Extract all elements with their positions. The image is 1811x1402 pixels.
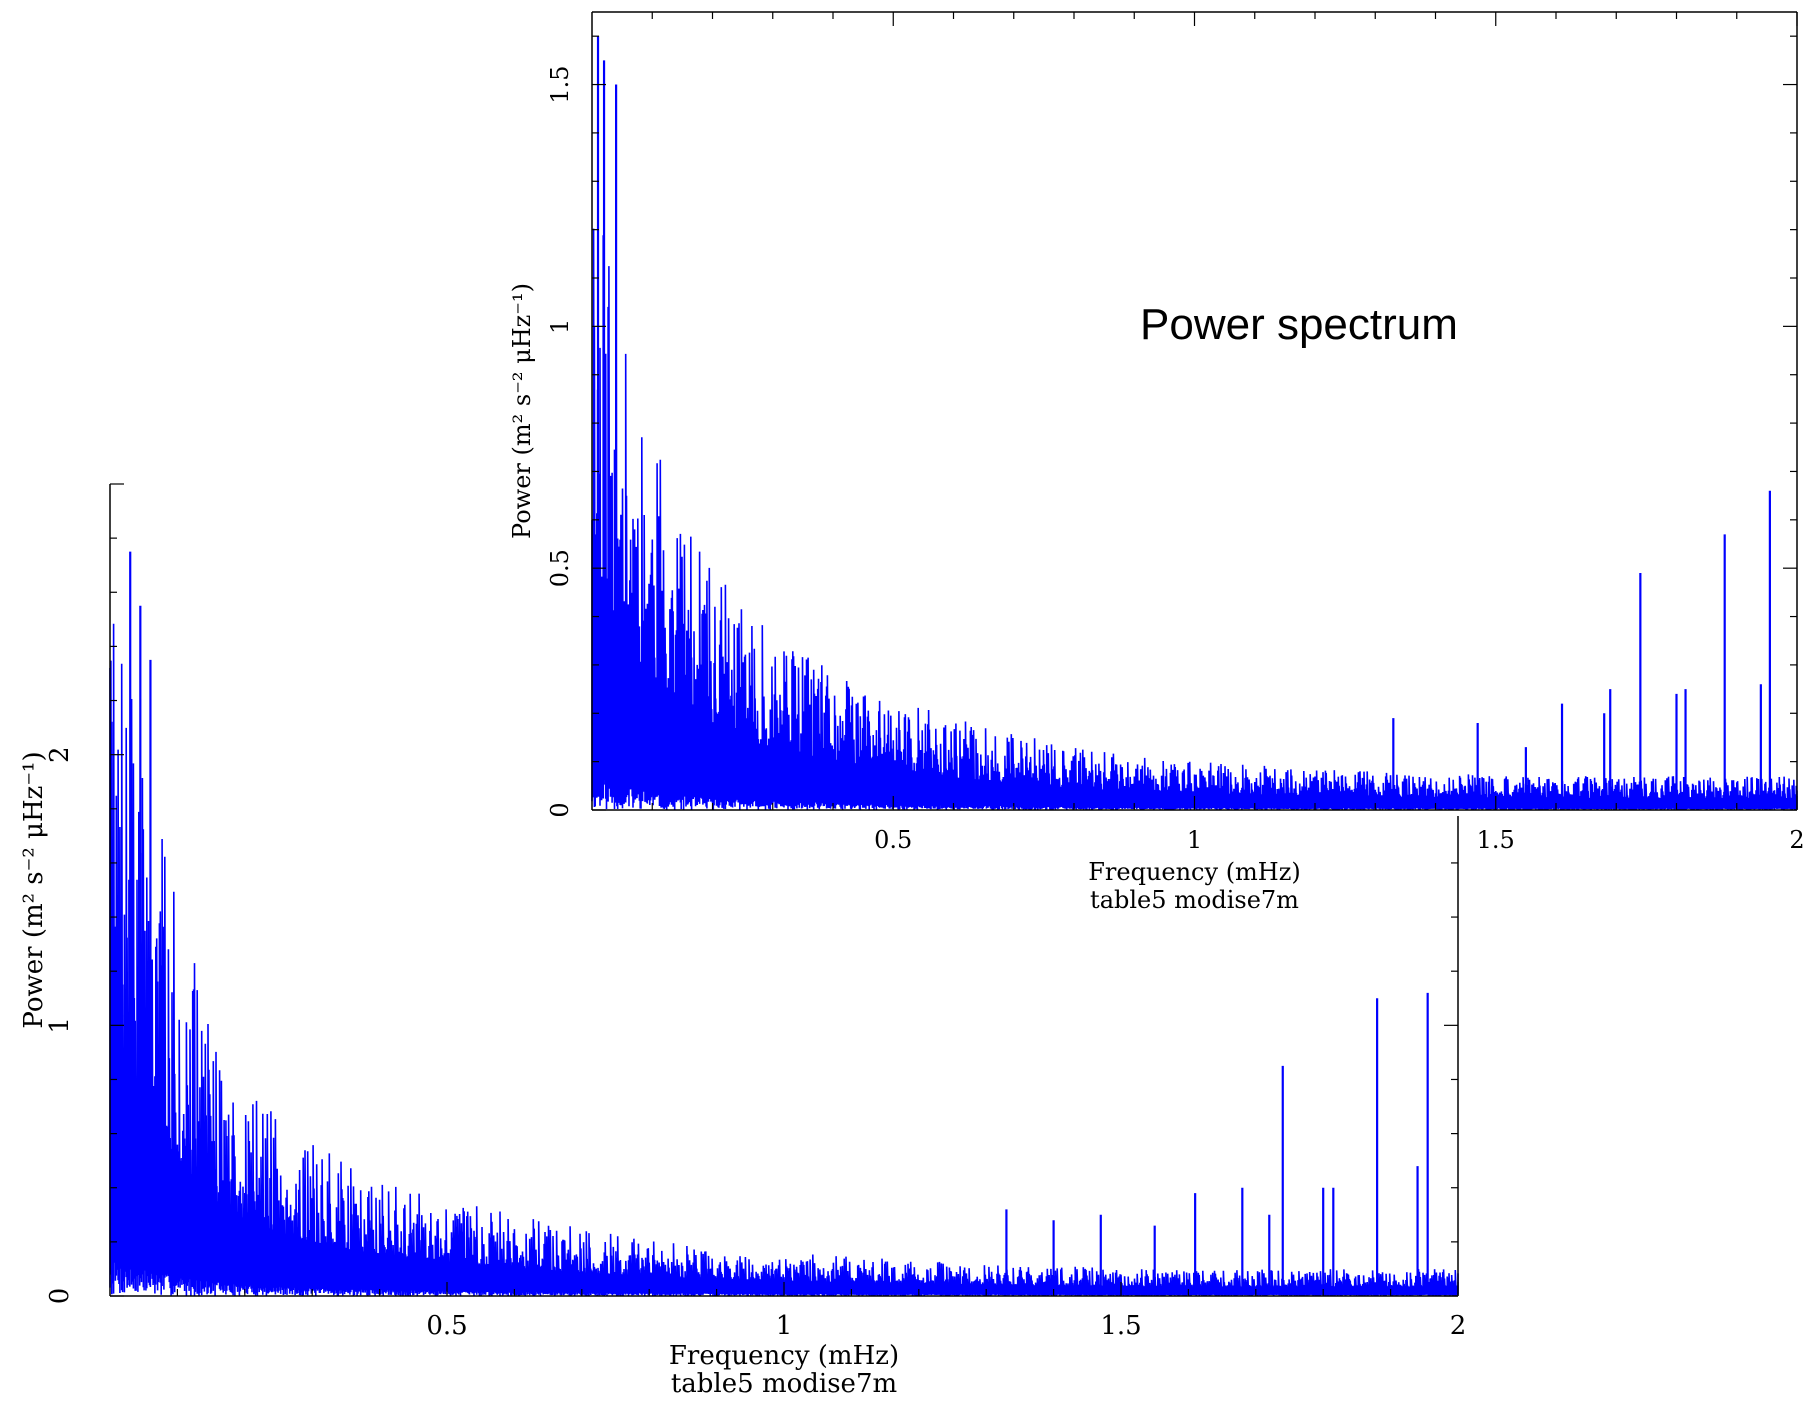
x-tick-label: 0.5 bbox=[874, 826, 912, 854]
x-tick-label: 1 bbox=[776, 1311, 793, 1341]
chart-subtitle: table5 modise7m bbox=[671, 1369, 897, 1397]
chart-subtitle: table5 modise7m bbox=[1090, 886, 1299, 914]
x-tick-label: 2 bbox=[1450, 1311, 1467, 1341]
y-tick-label: 1 bbox=[546, 319, 574, 334]
x-tick-label: 0.5 bbox=[426, 1311, 467, 1341]
front-spectrum-chart: 0.5 1 1.5 2 0 0.5 1 1.5 Frequency (mHz)table5 mo… bbox=[508, 6, 1805, 914]
y-axis-title: Power (m² s⁻² μHz⁻¹) bbox=[508, 283, 536, 539]
y-tick-label: 0 bbox=[45, 1288, 75, 1305]
y-tick-label: 2 bbox=[45, 746, 75, 763]
y-axis-title: Power (m² s⁻² μHz⁻¹) bbox=[19, 751, 49, 1028]
spectrum-series bbox=[591, 228, 1798, 811]
x-tick-label: 1.5 bbox=[1477, 826, 1515, 854]
x-axis-title: Frequency (mHz) bbox=[669, 1341, 899, 1371]
annotation-label: Power spectrum bbox=[1140, 300, 1458, 349]
x-tick-label: 2 bbox=[1789, 826, 1804, 854]
x-axis-title: Frequency (mHz) bbox=[1088, 858, 1301, 886]
y-tick-label: 0 bbox=[546, 802, 574, 817]
plot-background bbox=[586, 6, 1803, 816]
y-tick-label: 1 bbox=[45, 1017, 75, 1034]
x-tick-label: 1.5 bbox=[1100, 1311, 1141, 1341]
x-tick-label: 1 bbox=[1187, 826, 1202, 854]
y-tick-label: 0.5 bbox=[546, 549, 574, 587]
y-tick-label: 1.5 bbox=[546, 65, 574, 103]
